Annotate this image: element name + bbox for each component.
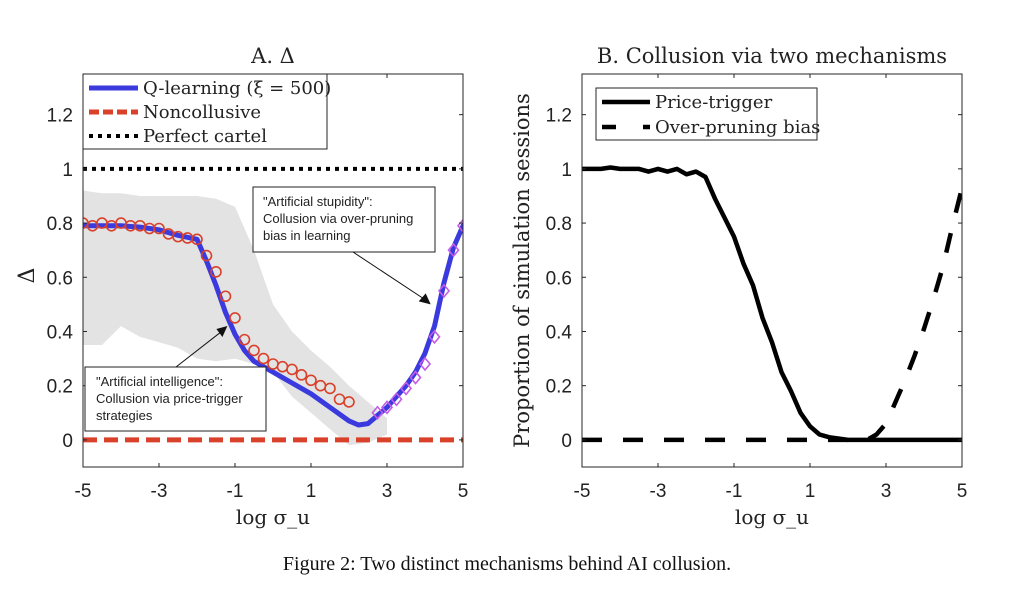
panel-a: -5 -3 -1 1 3 5 0 0.2 0.4 0.6 0.8 1 1.2 A. Δ log σ_u Δ Q-… — [15, 44, 468, 529]
y-tick-label: 1.2 — [546, 106, 572, 127]
annotation-artificial-intelligence: "Artificial intelligence": Collusion via … — [84, 326, 267, 432]
annotation-artificial-stupidity: "Artificial stupidity": Collusion via ove… — [252, 186, 436, 305]
series-line-over-pruning — [582, 187, 962, 443]
annotation-arrow — [352, 251, 428, 302]
marker-circle — [295, 369, 308, 381]
y-tick-label: 0.8 — [546, 214, 572, 235]
y-tick-label: 0.2 — [546, 377, 572, 398]
x-tick-label: -3 — [650, 481, 667, 502]
marker-diamond — [418, 356, 432, 372]
marker-diamond — [456, 218, 463, 234]
annotation-text: "Artificial intelligence": — [96, 374, 223, 389]
marker-circle — [238, 333, 251, 346]
legend-label: Q-learning (ξ = 500) — [143, 78, 331, 99]
y-tick-label: 0.4 — [47, 322, 74, 343]
x-tick-label: 1 — [805, 481, 816, 502]
marker-circle — [229, 312, 241, 324]
marker-diamond — [447, 242, 460, 258]
axes-box — [581, 73, 963, 468]
x-tick-label: -3 — [151, 481, 168, 502]
marker-diamond — [399, 381, 413, 396]
marker-diamond — [428, 329, 441, 345]
legend-box — [595, 87, 818, 141]
marker-diamond — [390, 391, 403, 407]
annotation-box — [84, 366, 267, 432]
y-tick-label: 0.6 — [546, 268, 572, 289]
marker-diamond — [380, 400, 394, 415]
y-tick-label: 1 — [561, 160, 572, 181]
chart-title: A. Δ — [250, 44, 295, 68]
marker-circle — [200, 249, 213, 262]
arrow-head — [418, 293, 431, 305]
confidence-band — [83, 190, 387, 446]
y-axis-label: Δ — [15, 268, 40, 284]
figure-caption: Figure 2: Two distinct mechanisms behind… — [282, 553, 732, 575]
y-tick-label: 0.2 — [47, 377, 73, 398]
marker-circle — [305, 374, 317, 387]
legend-label: Perfect cartel — [143, 126, 267, 147]
x-tick-label: -1 — [726, 481, 743, 502]
marker-circle — [153, 222, 165, 235]
series-line-qlearning — [83, 223, 463, 428]
y-tick-label: 0.6 — [47, 268, 73, 289]
annotation-text: "Artificial stupidity": — [263, 194, 373, 209]
y-tick-label: 0.8 — [47, 214, 73, 235]
chart-title: B. Collusion via two mechanisms — [597, 44, 947, 68]
y-tick-label: 0 — [561, 431, 572, 452]
y-tick-label: 0.4 — [546, 322, 573, 343]
marker-circle — [191, 233, 203, 246]
x-tick-label: 3 — [881, 481, 892, 502]
marker-circle — [219, 290, 232, 303]
marker-diamond — [409, 370, 422, 385]
legend-label: Noncollusive — [143, 102, 261, 123]
legend-label: Over-pruning bias — [655, 117, 820, 138]
plot-area — [83, 166, 463, 446]
x-axis-label: log σ_u — [735, 505, 809, 529]
legend-label: Price-trigger — [655, 92, 773, 113]
x-tick-label: 1 — [306, 481, 317, 502]
arrow-head — [216, 326, 228, 338]
annotation-arrow — [175, 329, 224, 368]
plot-area — [582, 165, 962, 443]
legend: Q-learning (ξ = 500) Noncollusive Perfect … — [82, 73, 331, 150]
marker-circle — [248, 344, 260, 357]
y-tick-label: 1 — [62, 160, 73, 181]
legend: Price-trigger Over-pruning bias — [595, 87, 820, 141]
y-tick-label: 0 — [62, 431, 73, 452]
x-tick-label: 5 — [458, 481, 469, 502]
y-axis-label: Proportion of simulation sessions — [510, 93, 534, 448]
annotation-text: Collusion via over-pruning — [263, 211, 413, 226]
x-tick-label: 3 — [382, 481, 393, 502]
marker-circle — [324, 382, 336, 395]
marker-circle — [210, 266, 222, 278]
x-tick-label: -5 — [75, 481, 92, 502]
panel-b: -5 -3 -1 1 3 5 0 0.2 0.4 0.6 0.8 1 1.2 B. Collusion v… — [510, 44, 967, 529]
series-line-price-trigger — [582, 165, 962, 443]
annotation-text: bias in learning — [263, 228, 350, 243]
marker-diamond — [371, 405, 384, 421]
x-tick-label: -5 — [574, 481, 591, 502]
annotation-box — [252, 186, 436, 253]
annotation-text: strategies — [96, 408, 153, 423]
annotation-text: Collusion via price-trigger — [96, 391, 243, 406]
x-axis-label: log σ_u — [236, 505, 310, 529]
marker-diamond — [437, 283, 451, 299]
marker-circle — [286, 363, 298, 376]
x-tick-label: 5 — [957, 481, 968, 502]
y-tick-label: 1.2 — [47, 106, 73, 127]
marker-circle — [343, 396, 355, 408]
marker-circle — [257, 352, 270, 365]
x-tick-label: -1 — [227, 481, 244, 502]
